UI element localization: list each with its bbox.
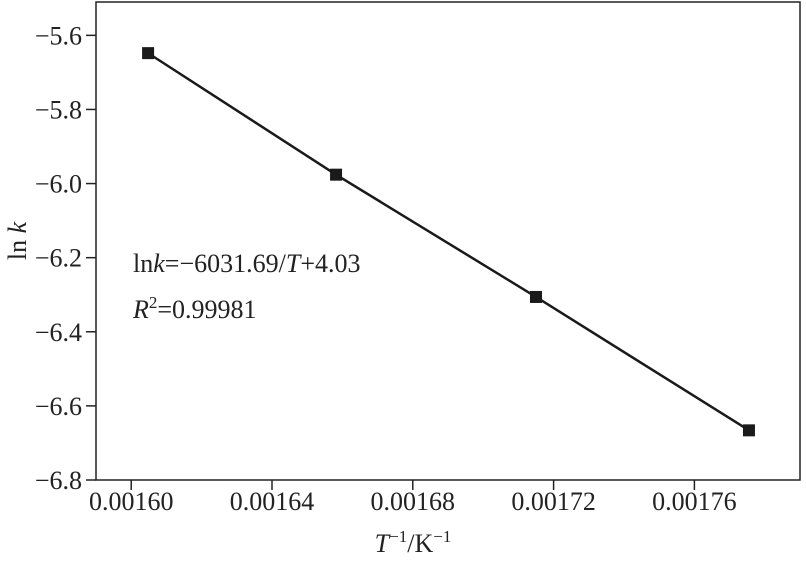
y-tick-label: −6.8 <box>35 466 82 495</box>
data-point <box>330 168 343 181</box>
data-point <box>530 290 542 303</box>
y-tick-label: −5.6 <box>35 21 82 50</box>
data-point <box>742 424 755 437</box>
y-tick-label: −5.8 <box>35 95 82 124</box>
y-tick-label: −6.0 <box>35 170 82 199</box>
data-point <box>142 47 155 60</box>
y-axis-label: ln k <box>3 221 32 260</box>
x-tick-label: 0.00160 <box>89 487 174 516</box>
x-tick-label: 0.00176 <box>652 487 737 516</box>
r-squared-annotation: R2=0.99981 <box>132 293 257 324</box>
equation-annotation: lnk=−6031.69/T+4.03 <box>133 249 360 278</box>
fit-line <box>147 52 750 432</box>
y-tick-label: −6.2 <box>35 244 82 273</box>
x-axis-label: T−1/K−1 <box>375 527 452 558</box>
x-tick-label: 0.00172 <box>511 487 596 516</box>
y-tick-label: −6.6 <box>35 392 82 421</box>
x-tick-label: 0.00168 <box>371 487 456 516</box>
y-tick-label: −6.4 <box>35 318 82 347</box>
plot-frame <box>95 1 801 481</box>
x-tick-label: 0.00164 <box>230 487 315 516</box>
